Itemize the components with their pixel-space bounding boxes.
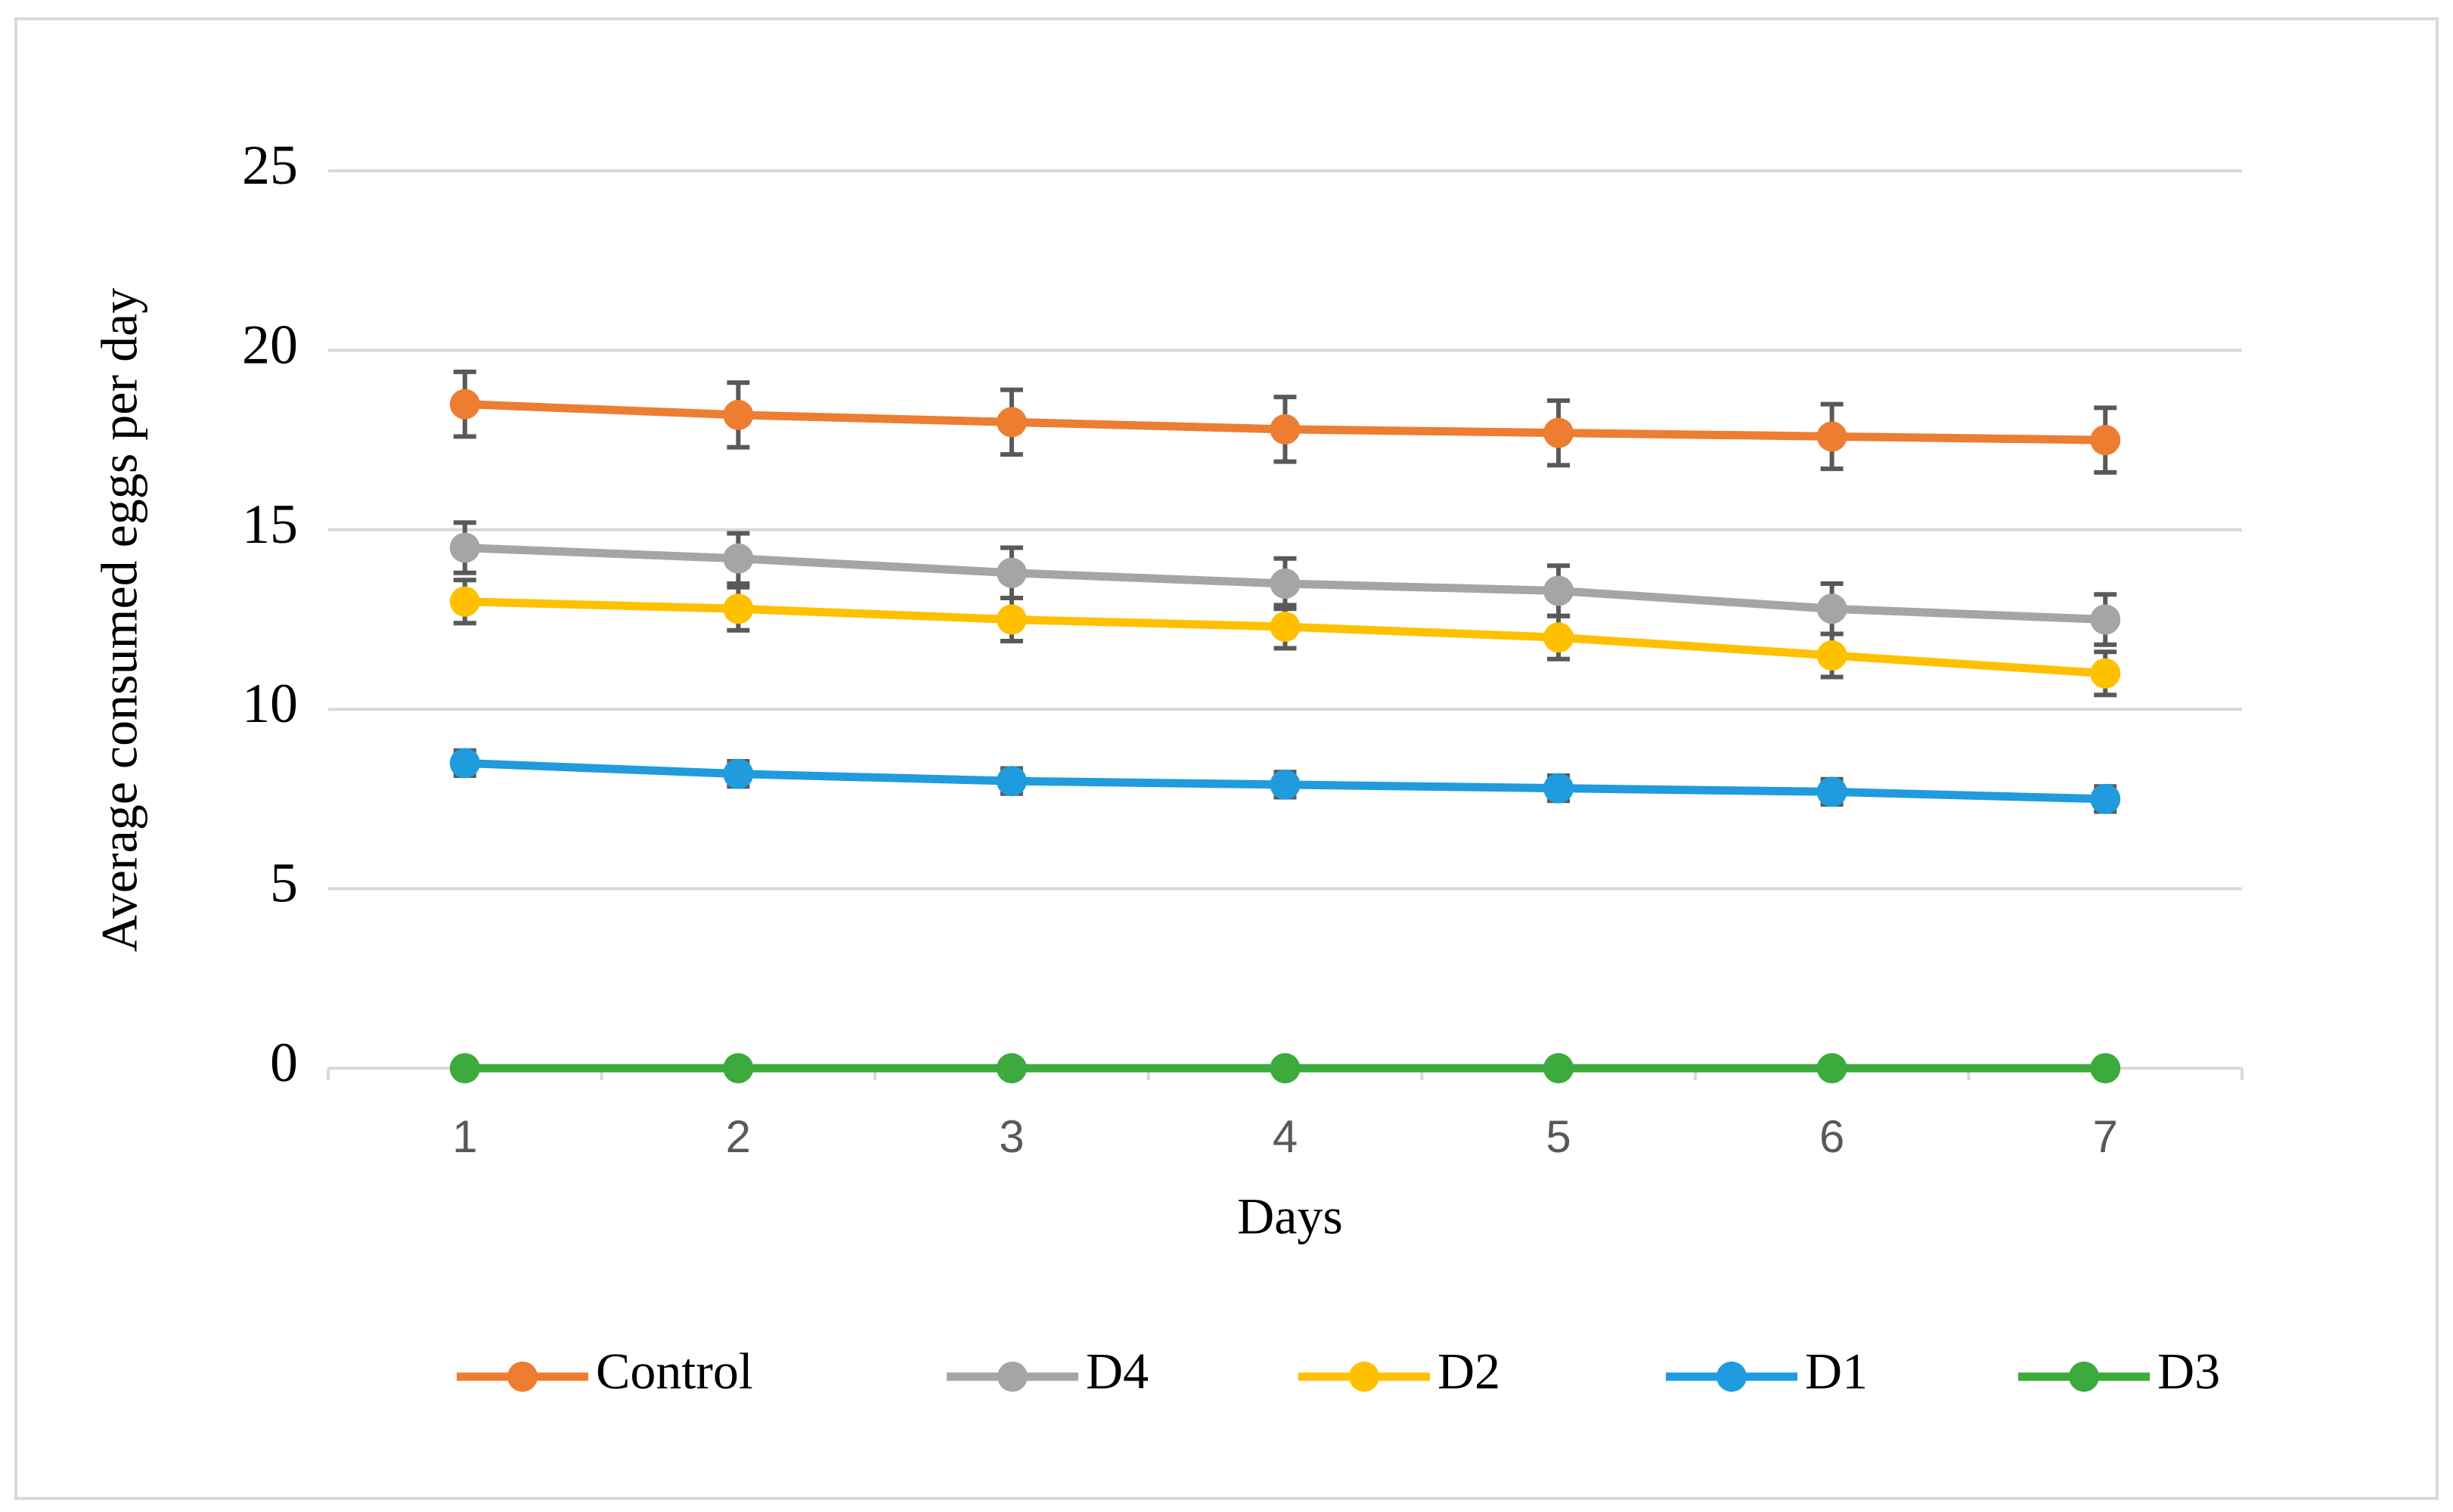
marker — [2090, 425, 2121, 456]
marker — [1543, 1053, 1574, 1083]
marker — [2090, 783, 2121, 814]
marker — [1543, 417, 1574, 448]
legend-marker — [507, 1362, 538, 1392]
marker — [996, 407, 1027, 438]
marker — [449, 532, 480, 563]
legend-marker — [997, 1362, 1028, 1392]
chart-border — [14, 17, 2439, 1500]
marker — [723, 543, 754, 574]
marker — [449, 748, 480, 779]
y-tick-label: 20 — [242, 314, 298, 376]
y-tick-label: 0 — [270, 1032, 298, 1094]
marker — [1543, 773, 1574, 804]
legend-marker — [2069, 1362, 2099, 1392]
marker — [996, 604, 1027, 635]
marker — [2090, 658, 2121, 689]
x-tick-label: 7 — [2093, 1111, 2118, 1162]
marker — [1543, 575, 1574, 606]
marker — [723, 593, 754, 624]
marker — [449, 389, 480, 420]
x-tick-label: 1 — [452, 1111, 477, 1162]
x-tick-label: 2 — [726, 1111, 751, 1162]
legend-label: D1 — [1805, 1343, 1868, 1400]
marker — [996, 1053, 1027, 1083]
x-tick-label: 6 — [1819, 1111, 1844, 1162]
marker — [1270, 414, 1301, 445]
x-tick-label: 4 — [1273, 1111, 1298, 1162]
y-tick-label: 25 — [242, 135, 298, 197]
legend-marker — [1349, 1362, 1379, 1392]
marker — [1816, 421, 1847, 452]
legend-label: D4 — [1086, 1343, 1149, 1400]
marker — [1816, 776, 1847, 807]
marker — [449, 586, 480, 617]
marker — [723, 758, 754, 789]
marker — [1816, 593, 1847, 624]
y-tick-label: 10 — [242, 673, 298, 735]
x-tick-label: 5 — [1546, 1111, 1571, 1162]
y-axis-title: Average consumed eggs per day — [91, 288, 148, 953]
marker — [1270, 769, 1301, 800]
y-tick-label: 5 — [270, 853, 298, 915]
legend-label: D2 — [1437, 1343, 1500, 1400]
marker — [996, 557, 1027, 588]
marker — [2090, 1053, 2121, 1083]
x-tick-label: 3 — [999, 1111, 1024, 1162]
marker — [1816, 640, 1847, 671]
marker — [449, 1053, 480, 1083]
marker — [996, 766, 1027, 797]
marker — [723, 1053, 754, 1083]
x-axis-title: Days — [1237, 1188, 1343, 1245]
marker — [1270, 1053, 1301, 1083]
legend-label: Control — [596, 1343, 753, 1400]
marker — [723, 399, 754, 430]
y-tick-label: 15 — [242, 494, 298, 556]
legend-marker — [1716, 1362, 1747, 1392]
marker — [1270, 569, 1301, 600]
marker — [1543, 622, 1574, 653]
legend-label: D3 — [2157, 1343, 2220, 1400]
marker — [1270, 611, 1301, 642]
marker — [1816, 1053, 1847, 1083]
marker — [2090, 604, 2121, 635]
